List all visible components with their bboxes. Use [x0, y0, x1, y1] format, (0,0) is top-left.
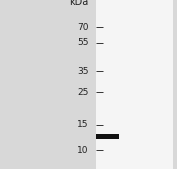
Text: 15: 15 — [77, 120, 88, 129]
Bar — [96, 0, 173, 169]
Text: 55: 55 — [77, 38, 88, 47]
Text: kDa: kDa — [69, 0, 88, 7]
Text: 35: 35 — [77, 67, 88, 76]
Bar — [96, 134, 119, 139]
Text: 25: 25 — [77, 88, 88, 97]
Text: 10: 10 — [77, 146, 88, 155]
Text: 70: 70 — [77, 23, 88, 32]
